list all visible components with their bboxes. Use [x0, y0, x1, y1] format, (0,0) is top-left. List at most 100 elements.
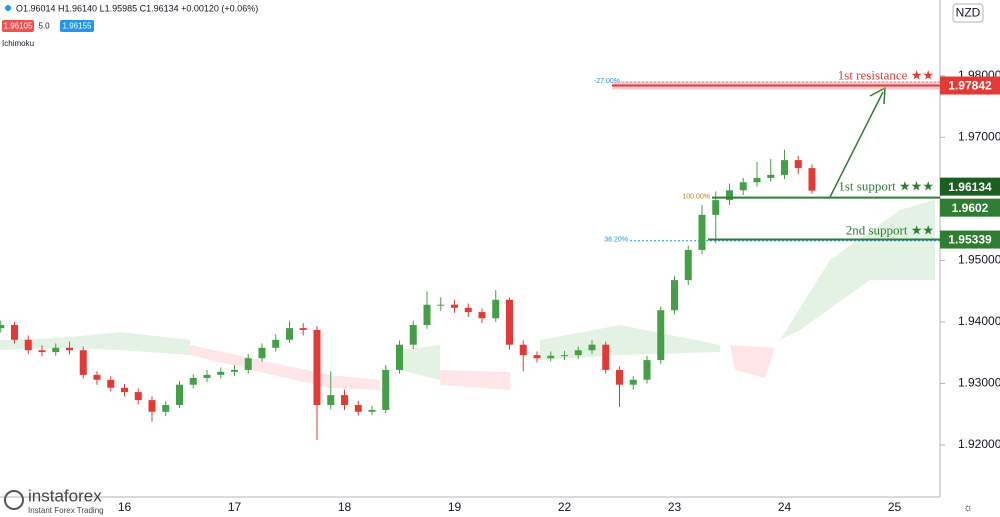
- candle-body: [657, 310, 665, 361]
- header: O1.96014 H1.96140 L1.95985 C1.96134 +0.0…: [2, 3, 258, 48]
- candle-body: [93, 374, 101, 380]
- candle-body: [272, 339, 280, 348]
- currency-badge[interactable]: [952, 3, 984, 23]
- candle-body: [286, 328, 293, 340]
- last-price-box: [940, 177, 1000, 196]
- candle-body: [327, 395, 335, 406]
- candle-body: [781, 160, 788, 175]
- candle-body: [437, 304, 445, 306]
- candle-body: [189, 377, 197, 385]
- candle-body: [368, 409, 376, 412]
- candle-body: [107, 379, 115, 388]
- x-tick-label: 22: [558, 500, 572, 514]
- candle-body: [547, 355, 555, 359]
- y-tick-label: 1.92000: [958, 437, 1000, 451]
- fib-label: 100.00%: [682, 193, 710, 200]
- candle-body: [217, 371, 225, 375]
- candle-body: [808, 168, 816, 191]
- candle-body: [38, 350, 46, 353]
- y-tick-label: 1.93000: [958, 376, 1000, 390]
- candle-body: [574, 350, 582, 356]
- candle-body: [464, 307, 472, 313]
- candle-body: [203, 374, 211, 378]
- candle-body: [258, 347, 266, 359]
- candle-body: [162, 405, 170, 412]
- candle-body: [698, 214, 706, 250]
- level-price-box: [940, 76, 1000, 95]
- y-tick-label: 1.95000: [958, 253, 1000, 267]
- candle-body: [66, 347, 73, 351]
- x-tick-label: 18: [338, 500, 352, 514]
- candle-body: [753, 177, 761, 183]
- candle-body: [561, 355, 568, 357]
- candle-body: [231, 369, 238, 372]
- x-tick-label: 24: [778, 500, 792, 514]
- logo: [4, 490, 24, 510]
- bid-price: 1.96105: [4, 22, 33, 31]
- level-price: 1.97842: [948, 79, 992, 93]
- candle-body: [519, 344, 527, 356]
- candle-body: [244, 358, 252, 370]
- x-tick-label: 16: [118, 500, 132, 514]
- level-price: 1.9602: [952, 201, 989, 215]
- symbol-dot: [5, 5, 11, 11]
- candle-body: [354, 405, 362, 412]
- bid-badge: [2, 20, 34, 32]
- x-tick-label: 25: [888, 500, 902, 514]
- level-name: 1st resistance ★★: [838, 68, 934, 83]
- candle-body: [712, 200, 720, 215]
- fib-label: 38.20%: [604, 237, 628, 244]
- candle-body: [313, 329, 321, 406]
- candle-body: [409, 325, 417, 345]
- candle-body: [767, 174, 775, 178]
- candle-body: [629, 379, 637, 385]
- x-tick-label: 23: [668, 500, 682, 514]
- brand: instaforex: [28, 486, 102, 505]
- level-price-box: [940, 198, 1000, 217]
- candle-body: [533, 355, 541, 359]
- candle-body: [11, 325, 18, 340]
- candle-body: [492, 299, 500, 319]
- candle-body: [588, 344, 596, 351]
- candle-body: [726, 190, 733, 201]
- candle-body: [739, 182, 747, 191]
- candle-body: [506, 299, 513, 345]
- candle-body: [24, 339, 32, 351]
- candle-body: [121, 387, 128, 393]
- candle-body: [299, 328, 307, 330]
- candle-body: [478, 312, 486, 319]
- level-price: 1.95339: [948, 233, 992, 247]
- candle-body: [382, 369, 390, 410]
- candle-body: [52, 347, 60, 353]
- candle-body: [148, 400, 156, 412]
- candle-body: [134, 392, 142, 401]
- indicator-name: Ichimoku: [2, 39, 34, 48]
- ichimoku-cloud: [0, 200, 935, 390]
- ohlc-text: O1.96014 H1.96140 L1.95985 C1.96134 +0.0…: [16, 3, 258, 13]
- tagline: Instant Forex Trading: [28, 506, 104, 515]
- candle-body: [602, 344, 610, 370]
- watermark: instaforex Instant Forex Trading: [4, 486, 104, 515]
- y-tick-label: 1.94000: [958, 314, 1000, 328]
- candle-body: [451, 304, 458, 308]
- candle-body: [684, 249, 692, 281]
- candle-body: [794, 160, 802, 169]
- candle-body: [643, 360, 651, 380]
- settings-icon[interactable]: ☼: [963, 502, 973, 514]
- x-tick-label: 17: [228, 500, 242, 514]
- level-name: 1st support ★★★: [838, 179, 934, 194]
- candle-body: [396, 344, 403, 370]
- fib-label: -27.00%: [594, 78, 620, 85]
- candle-body: [341, 395, 348, 406]
- x-tick-label: 19: [448, 500, 462, 514]
- candle-body: [0, 325, 5, 329]
- spread: 5.0: [38, 22, 50, 31]
- ask-price: 1.96155: [63, 22, 92, 31]
- candle-body: [616, 369, 623, 385]
- level-name: 2nd support ★★: [846, 223, 934, 238]
- level-price-box: [940, 230, 1000, 249]
- last-price: 1.96134: [948, 180, 992, 194]
- candle-body: [671, 280, 678, 311]
